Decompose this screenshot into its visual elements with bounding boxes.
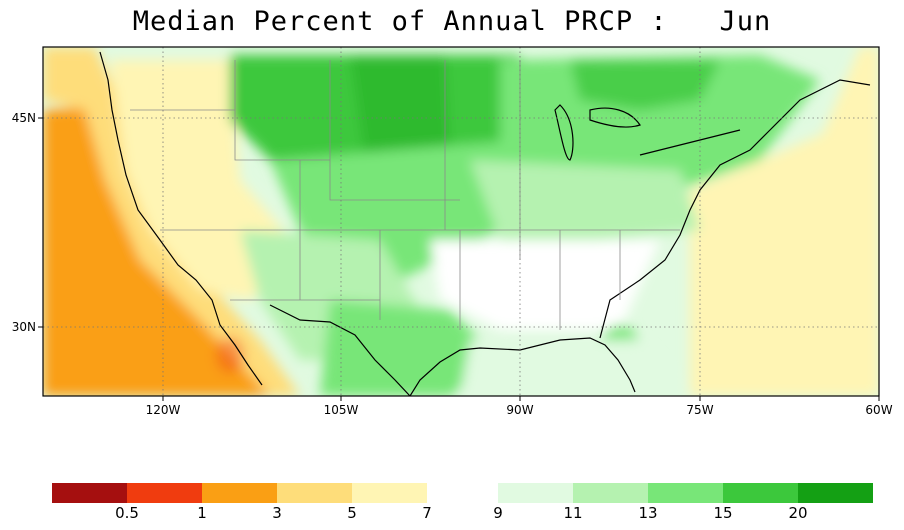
- lon-tick-105w: 105W: [324, 403, 359, 417]
- lon-tick-90w: 90W: [506, 403, 533, 417]
- map-title: Median Percent of Annual PRCP : Jun: [0, 6, 904, 37]
- legend-swatch: [52, 483, 127, 503]
- legend-swatch: [127, 483, 202, 503]
- lon-tick-60w: 60W: [865, 403, 892, 417]
- title-text: Median Percent of Annual PRCP :: [132, 6, 668, 37]
- legend-label: 1: [197, 504, 207, 522]
- legend-swatch: [798, 483, 873, 503]
- lon-tick-120w: 120W: [146, 403, 181, 417]
- legend-label: 7: [422, 504, 432, 522]
- legend-swatch: [352, 483, 427, 503]
- lat-tick-30n: 30N: [12, 320, 36, 334]
- legend-label: 20: [788, 504, 808, 522]
- map-frame: [42, 46, 880, 397]
- legend-label: 11: [563, 504, 583, 522]
- legend-swatch: [202, 483, 277, 503]
- legend-label: 0.5: [115, 504, 139, 522]
- lat-tick-45n: 45N: [12, 111, 36, 125]
- lon-tick-75w: 75W: [686, 403, 713, 417]
- coastlines: [99, 51, 871, 396]
- legend-label: 13: [638, 504, 658, 522]
- legend-label: 9: [493, 504, 503, 522]
- precip-field: [43, 47, 879, 396]
- state-borders: [130, 60, 680, 330]
- legend-label: 5: [347, 504, 357, 522]
- legend-swatch: [648, 483, 723, 503]
- legend-swatch: [723, 483, 798, 503]
- tick-marks: [38, 117, 880, 401]
- legend-label: 3: [272, 504, 282, 522]
- title-month: Jun: [719, 6, 772, 37]
- legend-label: 15: [713, 504, 733, 522]
- legend-swatch: [573, 483, 648, 503]
- legend-swatch: [498, 483, 573, 503]
- legend-swatch: [277, 483, 352, 503]
